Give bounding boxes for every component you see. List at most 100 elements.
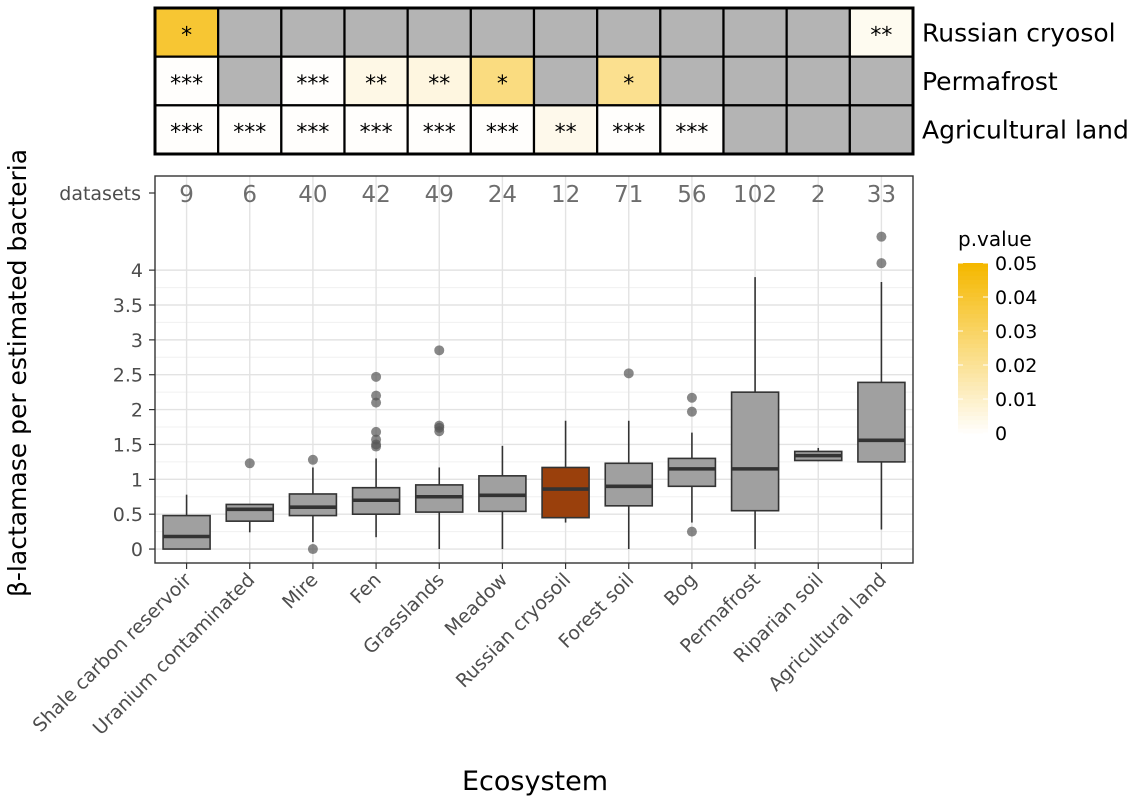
legend-gradient-segment — [958, 305, 988, 311]
legend-gradient-segment — [958, 339, 988, 345]
heatmap-cell — [343, 104, 409, 156]
significance-label: * — [181, 23, 192, 48]
outlier-point — [876, 231, 887, 242]
heatmap-cell — [596, 55, 662, 107]
significance-label: ** — [555, 121, 577, 146]
legend-gradient-segment — [958, 271, 988, 277]
dataset-count: 24 — [488, 182, 517, 208]
legend-tick-label: 0.05 — [995, 253, 1037, 275]
legend-tick-label: 0.03 — [995, 321, 1037, 343]
heatmap-cell — [722, 104, 788, 156]
heatmap-cell — [469, 104, 536, 156]
heatmap-cell — [785, 104, 851, 156]
significance-label: *** — [360, 121, 393, 146]
y-tick-label: 1.5 — [113, 434, 143, 456]
significance-label: * — [623, 72, 634, 97]
dataset-count: 102 — [733, 182, 777, 208]
legend-gradient-segment — [958, 326, 988, 332]
plot-border — [154, 175, 914, 564]
x-axis-title: Ecosystem — [462, 766, 608, 797]
legend-gradient-segment — [958, 275, 988, 281]
x-tick-label: Fen — [346, 569, 385, 608]
heatmap-border — [153, 6, 915, 156]
x-tick-label: Mire — [278, 569, 322, 613]
legend-gradient-segment — [958, 369, 988, 375]
datasets-label: datasets — [59, 183, 141, 205]
heatmap-row-labels: Russian cryosol Permafrost Agricultural la… — [922, 18, 1129, 144]
box — [541, 466, 590, 519]
significance-label: ** — [365, 72, 387, 97]
outlier-point — [686, 526, 697, 537]
heatmap-cell — [217, 104, 283, 156]
legend-tick-label: 0.01 — [995, 389, 1037, 411]
dataset-count: 56 — [677, 182, 706, 208]
significance-label: * — [497, 72, 508, 97]
legend-gradient-segment — [958, 331, 988, 336]
box — [225, 503, 275, 522]
heatmap-cell — [406, 6, 472, 58]
y-axis-title: β-lactamase per estimated bacteria — [3, 149, 32, 597]
legend-tick-label: 0 — [995, 423, 1007, 445]
plot-background — [155, 176, 913, 563]
outlier-point — [307, 454, 318, 465]
outlier-point — [244, 458, 255, 469]
dataset-count: 12 — [551, 182, 580, 208]
heatmap-cell — [532, 55, 599, 107]
dataset-count: 49 — [425, 182, 454, 208]
heatmap-cell — [848, 55, 915, 107]
heatmap-cell — [659, 6, 725, 58]
significance-label: ** — [428, 72, 450, 97]
x-tick-label: Bog — [660, 569, 702, 611]
legend-gradient-segment — [958, 352, 988, 358]
legend-gradient-segment — [958, 322, 988, 328]
heatmap-cell — [280, 6, 346, 58]
legend-gradient-segment — [958, 424, 988, 430]
legend-gradient-segment — [958, 428, 988, 434]
outlier-point — [371, 371, 382, 382]
dataset-count: 42 — [361, 182, 390, 208]
x-tick-label: Agricultural land — [764, 569, 891, 696]
legend-gradient-segment — [958, 382, 988, 387]
heatmap-cell — [217, 6, 283, 58]
significance-label: *** — [675, 121, 708, 146]
legend-gradient-segment — [958, 407, 988, 413]
legend-gradient-segment — [958, 386, 988, 392]
outlier-point — [876, 258, 887, 269]
legend-gradient-segment — [958, 360, 988, 366]
legend-gradient-segment — [958, 411, 988, 417]
heatmap-cell — [343, 6, 409, 58]
y-tick-label: 0 — [131, 539, 143, 561]
outlier-point — [434, 345, 445, 356]
heatmap-cell — [596, 6, 662, 58]
y-tick-label: 1 — [131, 469, 143, 491]
legend-gradient-segment — [958, 390, 988, 396]
significance-label: *** — [612, 121, 645, 146]
legend-gradient-segment — [958, 399, 988, 404]
heatmap-cell — [785, 6, 851, 58]
legend-gradient-segment — [958, 297, 988, 302]
y-tick-label: 0.5 — [113, 504, 143, 526]
legend-gradient-segment — [958, 348, 988, 353]
heatmap-cell — [659, 55, 725, 107]
dataset-count: 71 — [614, 182, 643, 208]
legend-tick-label: 0.02 — [995, 355, 1037, 377]
legend-gradient-segment — [958, 343, 988, 349]
y-tick-label: 3 — [131, 330, 143, 352]
legend-gradient-segment — [958, 356, 988, 362]
pvalue-legend: p.value 0 0.01 0.02 0.03 0.04 0.05 — [958, 227, 1037, 445]
dataset-count: 40 — [298, 182, 327, 208]
outlier-point — [371, 426, 382, 437]
significance-label: *** — [170, 72, 203, 97]
legend-gradient-segment — [958, 284, 988, 290]
significance-label: *** — [170, 121, 203, 146]
box — [667, 457, 717, 488]
y-tick-label: 4 — [131, 260, 143, 282]
dataset-count: 9 — [179, 182, 194, 208]
heatmap-cell — [469, 6, 536, 58]
legend-gradient-segment — [958, 335, 988, 341]
heatmap-cell — [406, 55, 472, 107]
legend-gradient-segment — [958, 309, 988, 315]
dataset-count: 2 — [811, 182, 826, 208]
heatmap-cell — [722, 6, 788, 58]
